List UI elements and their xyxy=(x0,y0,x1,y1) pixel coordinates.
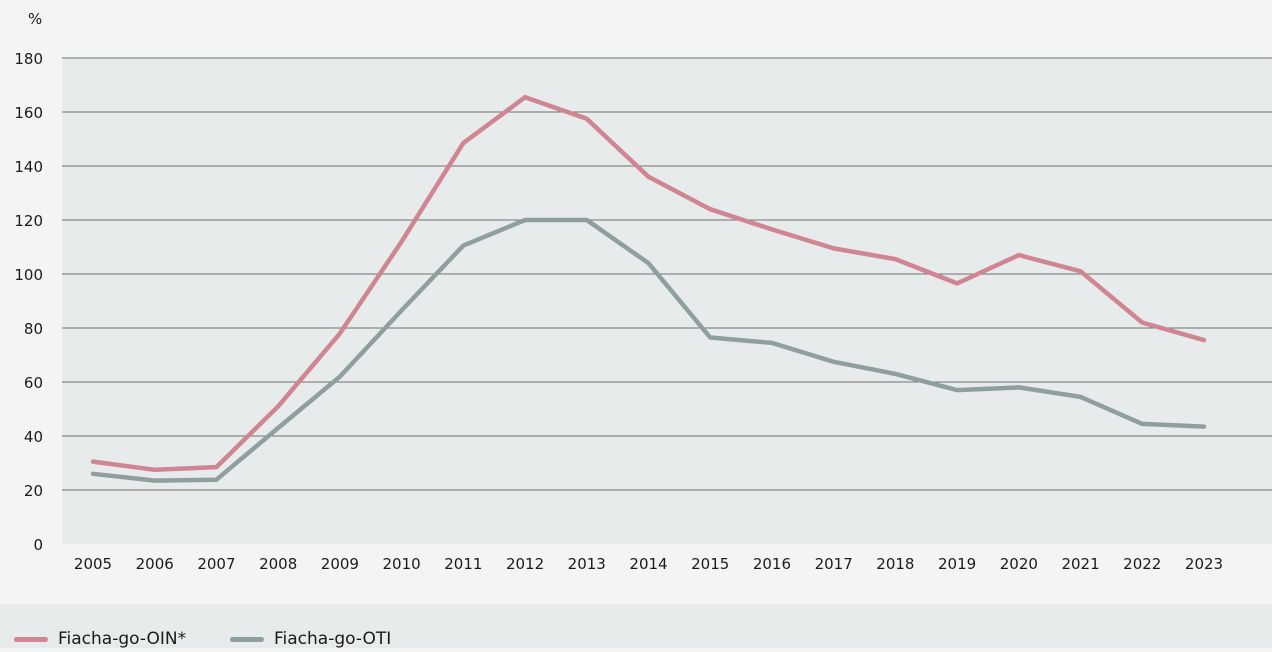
y-tick-label: 60 xyxy=(24,374,43,392)
y-tick-label: 120 xyxy=(14,212,43,230)
y-tick-label: 140 xyxy=(14,158,43,176)
x-tick-label: 2022 xyxy=(1123,555,1161,573)
x-tick-label: 2008 xyxy=(259,555,297,573)
series-line-0 xyxy=(90,94,1207,473)
legend-label-oti: Fiacha-go-OTI xyxy=(274,629,392,649)
y-tick-label: 20 xyxy=(24,482,43,500)
x-tick-label: 2019 xyxy=(938,555,976,573)
series-line-1 xyxy=(90,217,1207,483)
plot-background xyxy=(62,58,1272,544)
legend-swatch-oti xyxy=(230,636,264,642)
legend-swatch-oin xyxy=(14,636,48,642)
chart-area: % 0 20 40 60 80 100 120 140 160 180 2005 2006 2007 2… xyxy=(14,10,1272,573)
y-tick-label: 40 xyxy=(24,428,43,446)
x-tick-label: 2014 xyxy=(629,555,667,573)
gridlines xyxy=(62,57,1272,491)
x-tick-label: 2020 xyxy=(1000,555,1038,573)
y-tick-label: 160 xyxy=(14,104,43,122)
legend-item-oti: Fiacha-go-OTI xyxy=(230,626,391,652)
x-tick-label: 2021 xyxy=(1061,555,1099,573)
x-tick-label: 2007 xyxy=(197,555,235,573)
x-tick-label: 2023 xyxy=(1185,555,1223,573)
y-tick-label: 180 xyxy=(14,50,43,68)
y-axis-ticks: 0 20 40 60 80 100 120 140 160 180 xyxy=(14,50,43,554)
x-tick-label: 2017 xyxy=(815,555,853,573)
y-tick-label: 0 xyxy=(33,536,43,554)
x-tick-label: 2006 xyxy=(136,555,174,573)
x-tick-label: 2005 xyxy=(74,555,112,573)
x-tick-label: 2012 xyxy=(506,555,544,573)
y-tick-label: 100 xyxy=(14,266,43,284)
x-tick-label: 2011 xyxy=(444,555,482,573)
legend: Fiacha-go-OIN* Fiacha-go-OTI xyxy=(0,604,1272,649)
series-lines xyxy=(90,94,1207,483)
x-tick-label: 2009 xyxy=(321,555,359,573)
x-tick-label: 2018 xyxy=(876,555,914,573)
legend-item-oin: Fiacha-go-OIN* xyxy=(14,626,186,652)
x-tick-label: 2010 xyxy=(383,555,421,573)
x-tick-label: 2015 xyxy=(691,555,729,573)
x-axis-ticks: 2005 2006 2007 2008 2009 2010 2011 2012 2013 2014… xyxy=(74,555,1223,573)
y-tick-label: 80 xyxy=(24,320,43,338)
x-tick-label: 2013 xyxy=(568,555,606,573)
x-tick-label: 2016 xyxy=(753,555,791,573)
y-axis-unit-label: % xyxy=(28,10,42,28)
legend-label-oin: Fiacha-go-OIN* xyxy=(58,629,187,649)
